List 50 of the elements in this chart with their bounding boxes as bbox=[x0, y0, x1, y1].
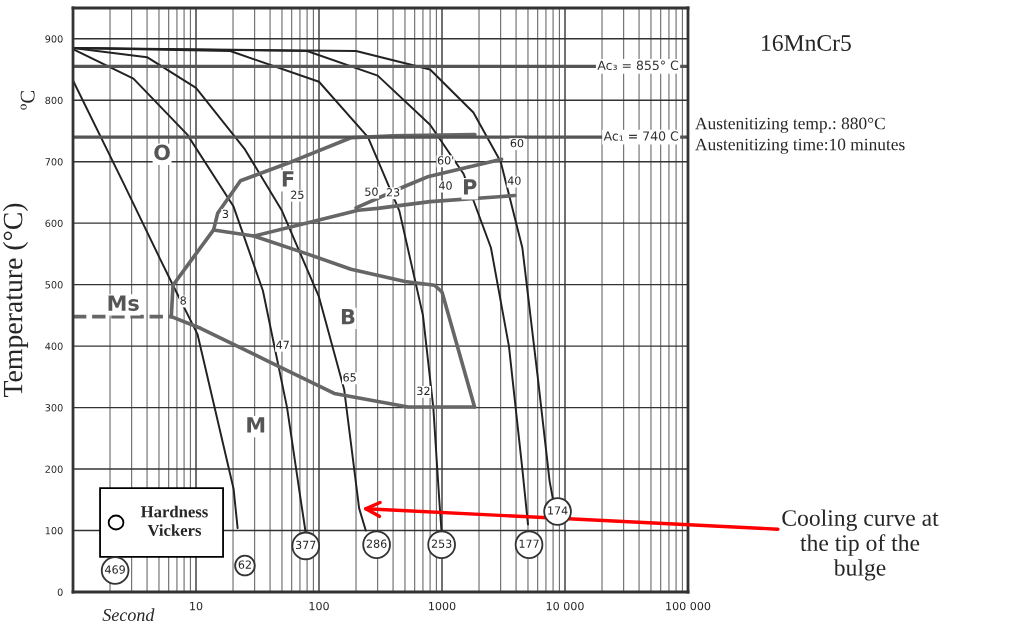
x-tick-label: 1000 bbox=[429, 601, 456, 611]
annotation: Ms bbox=[108, 295, 139, 311]
y-tick-label: 100 bbox=[45, 527, 63, 535]
y-axis-title: Temperature (°C) bbox=[2, 203, 29, 398]
annotation: 40 bbox=[438, 181, 452, 190]
y-tick-label: 700 bbox=[45, 158, 63, 166]
x-tick-label: 10 000 bbox=[546, 601, 584, 611]
y-tick-label: 0 bbox=[57, 588, 63, 596]
annotation: 32 bbox=[417, 386, 430, 396]
ref-line-label: Ac₃ = 855° C bbox=[597, 60, 679, 71]
annotation: 8 bbox=[180, 296, 186, 305]
annotation: 50 bbox=[365, 187, 378, 196]
y-tick-label: 200 bbox=[45, 465, 63, 473]
text: Austenitizing temp.: 880°C bbox=[695, 117, 885, 133]
annotation: 253 bbox=[431, 539, 452, 548]
y-tick-label: 300 bbox=[45, 404, 63, 412]
annotation: 60' bbox=[437, 156, 454, 165]
annotation: Hardness Vickers bbox=[140, 505, 208, 537]
annotation: 65 bbox=[343, 373, 356, 382]
annotation: 23 bbox=[386, 188, 400, 197]
ref-line-label: Ac₁ = 740 C bbox=[603, 131, 679, 141]
annotation: M bbox=[247, 417, 265, 433]
annotation: 62 bbox=[238, 560, 251, 569]
annotation: 177 bbox=[519, 539, 539, 548]
text: Austenitizing time:10 minutes bbox=[695, 138, 905, 154]
annotation: 25 bbox=[291, 190, 304, 199]
annotation: 60 bbox=[510, 138, 524, 148]
annotation: 174 bbox=[548, 506, 568, 515]
y-tick-label: 600 bbox=[45, 219, 63, 227]
text: 16MnCr5 bbox=[762, 35, 851, 51]
annotation: O bbox=[154, 144, 170, 161]
annotation: 47 bbox=[276, 340, 289, 349]
text: ºC bbox=[20, 90, 35, 110]
y-tick-label: 500 bbox=[45, 281, 63, 289]
x-tick-label: 10 bbox=[190, 601, 203, 611]
y-tick-label: 800 bbox=[45, 96, 63, 105]
annotation: 377 bbox=[295, 540, 316, 550]
annotation: P bbox=[463, 179, 477, 195]
annotation: Cooling curve at the tip of the bulge bbox=[782, 509, 939, 581]
annotation: 3 bbox=[222, 209, 229, 219]
annotation: 469 bbox=[105, 565, 125, 574]
annotation: 40 bbox=[507, 176, 521, 185]
annotation: 286 bbox=[366, 539, 387, 548]
x-tick-label: 100 bbox=[309, 601, 329, 611]
y-tick-label: 900 bbox=[45, 35, 63, 43]
annotation: B bbox=[341, 309, 355, 325]
x-axis-title: Second bbox=[102, 608, 155, 622]
x-tick-label: 100 000 bbox=[666, 601, 711, 611]
annotation: F bbox=[282, 171, 294, 187]
y-tick-label: 400 bbox=[45, 342, 63, 350]
